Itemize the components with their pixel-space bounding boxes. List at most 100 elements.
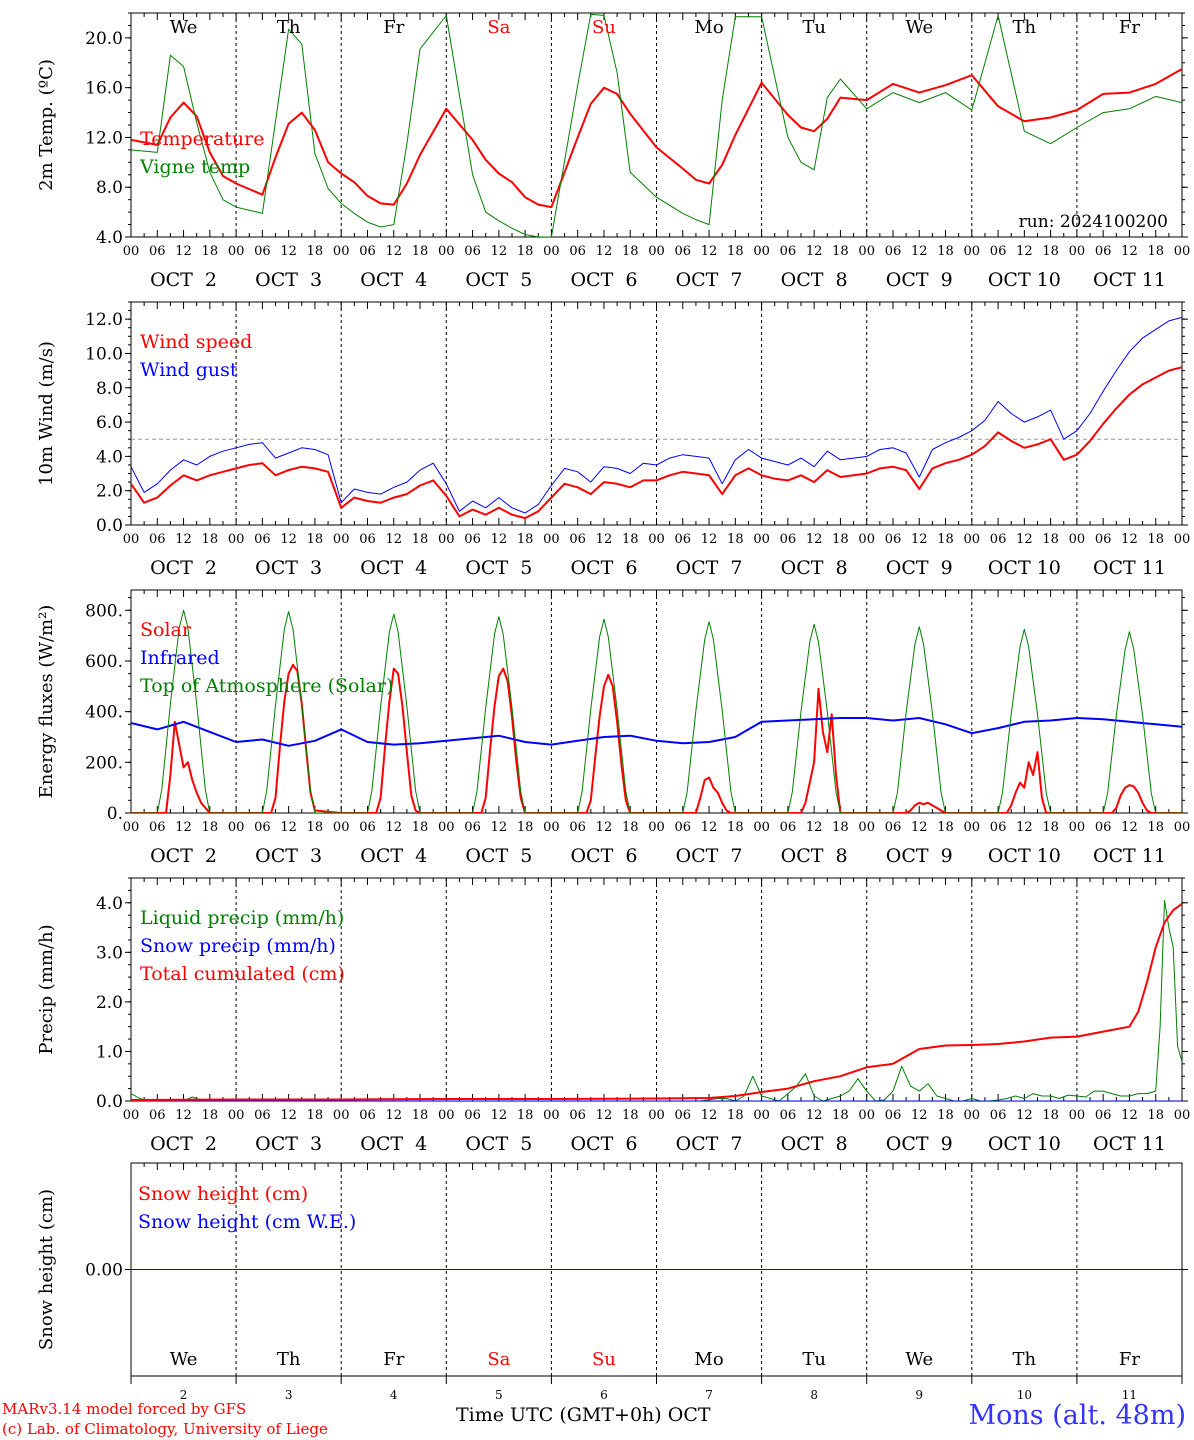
hour-label: 12 [1016, 1108, 1033, 1123]
date-label: OCT 2 [150, 1133, 217, 1155]
date-label: OCT 5 [465, 845, 532, 867]
hour-label: 06 [464, 532, 481, 547]
hour-label: 06 [359, 532, 376, 547]
hour-label: 18 [1042, 820, 1059, 835]
hour-label: 18 [832, 1108, 849, 1123]
hour-label: 12 [491, 820, 508, 835]
hour-label: 18 [622, 1108, 639, 1123]
hour-label: 06 [149, 244, 166, 259]
hour-label: 18 [1147, 820, 1164, 835]
date-label: OCT 6 [570, 1133, 637, 1155]
day-number: 4 [390, 1388, 398, 1402]
y-tick-label: 0.0 [96, 516, 123, 536]
date-label: OCT 4 [360, 845, 427, 867]
hour-label: 18 [517, 1108, 534, 1123]
hour-label: 00 [1069, 244, 1086, 259]
date-label: OCT 3 [255, 269, 322, 291]
weekday-label: Sa [487, 1349, 510, 1370]
hour-label: 00 [438, 532, 455, 547]
hour-label: 12 [491, 532, 508, 547]
hour-label: 00 [1174, 1108, 1191, 1123]
hour-label: 06 [149, 1108, 166, 1123]
hour-label: 18 [832, 820, 849, 835]
legend-entry: Liquid precip (mm/h) [140, 907, 344, 929]
weekday-label: Th [277, 1349, 301, 1370]
hour-label: 18 [202, 532, 219, 547]
hour-label: 06 [675, 244, 692, 259]
day-number: 3 [285, 1388, 293, 1402]
hour-label: 12 [701, 244, 718, 259]
date-label: OCT 7 [676, 269, 743, 291]
date-label: OCT 5 [465, 557, 532, 579]
hour-label: 00 [858, 244, 875, 259]
hour-label: 12 [385, 244, 402, 259]
hour-label: 18 [517, 244, 534, 259]
hour-label: 18 [307, 820, 324, 835]
y-axis-label: Snow height (cm) [36, 1189, 57, 1350]
plot-frame [130, 301, 1183, 526]
hour-label: 18 [1042, 532, 1059, 547]
y-tick-label: 800. [85, 601, 123, 621]
legend-entry: Temperature [140, 128, 264, 150]
hour-label: 06 [675, 1108, 692, 1123]
hour-label: 00 [964, 244, 981, 259]
weekday-label: Th [1013, 1349, 1037, 1370]
hour-label: 12 [491, 244, 508, 259]
hour-label: 00 [543, 532, 560, 547]
hour-label: 00 [123, 532, 140, 547]
hour-label: 18 [1147, 244, 1164, 259]
weekday-label: We [170, 1349, 198, 1370]
weekday-label: Fr [383, 1349, 404, 1370]
date-label: OCT 11 [1093, 557, 1166, 579]
hour-label: 18 [622, 820, 639, 835]
series-group [131, 316, 1182, 520]
model-credit: MARv3.14 model forced by GFS [2, 1400, 247, 1418]
hour-label: 18 [307, 532, 324, 547]
legend-entry: Wind gust [140, 359, 238, 381]
legend-entry: Vigne temp [139, 156, 250, 178]
hour-label: 06 [254, 244, 271, 259]
hour-label: 18 [832, 532, 849, 547]
date-label: OCT 10 [988, 1133, 1061, 1155]
y-tick-label: 4.0 [96, 228, 123, 248]
series-line-2 [131, 609, 1182, 813]
hour-label: 18 [517, 820, 534, 835]
hour-label: 00 [333, 820, 350, 835]
date-label: OCT 7 [676, 557, 743, 579]
hour-label: 00 [753, 244, 770, 259]
weekday-label: Sa [487, 17, 510, 38]
hour-label: 00 [753, 820, 770, 835]
station-label: Mons (alt. 48m) [968, 1400, 1186, 1431]
hour-label: 00 [333, 244, 350, 259]
y-tick-label: 8.0 [96, 379, 123, 399]
hour-label: 18 [202, 1108, 219, 1123]
hour-label: 12 [596, 244, 613, 259]
hour-label: 12 [1016, 532, 1033, 547]
hour-label: 06 [990, 244, 1007, 259]
y-tick-label: 12.0 [85, 128, 123, 148]
day-number: 11 [1122, 1388, 1137, 1402]
hour-label: 06 [885, 1108, 902, 1123]
y-axis-label: Energy fluxes (W/m²) [36, 605, 57, 799]
y-tick-label: 400. [85, 703, 123, 723]
hour-label: 18 [727, 820, 744, 835]
panel-3: 0. 200. 400. 600. 800. Energy fluxes (W/m²) So… [36, 589, 1190, 867]
weekday-label: Th [277, 17, 301, 38]
hour-label: 06 [569, 820, 586, 835]
date-label: OCT 7 [676, 1133, 743, 1155]
day-number: 5 [495, 1388, 503, 1402]
hour-label: 00 [1174, 244, 1191, 259]
hour-label: 18 [832, 244, 849, 259]
date-label: OCT 10 [988, 557, 1061, 579]
hour-label: 00 [753, 532, 770, 547]
legend-entry: Infrared [140, 647, 220, 669]
hour-label: 12 [806, 820, 823, 835]
plot-frame [130, 589, 1183, 814]
y-tick-label: 600. [85, 652, 123, 672]
hour-label: 06 [885, 532, 902, 547]
hour-label: 00 [648, 532, 665, 547]
hour-label: 18 [937, 820, 954, 835]
hour-label: 12 [385, 1108, 402, 1123]
hour-label: 12 [175, 820, 192, 835]
day-number: 2 [180, 1388, 188, 1402]
